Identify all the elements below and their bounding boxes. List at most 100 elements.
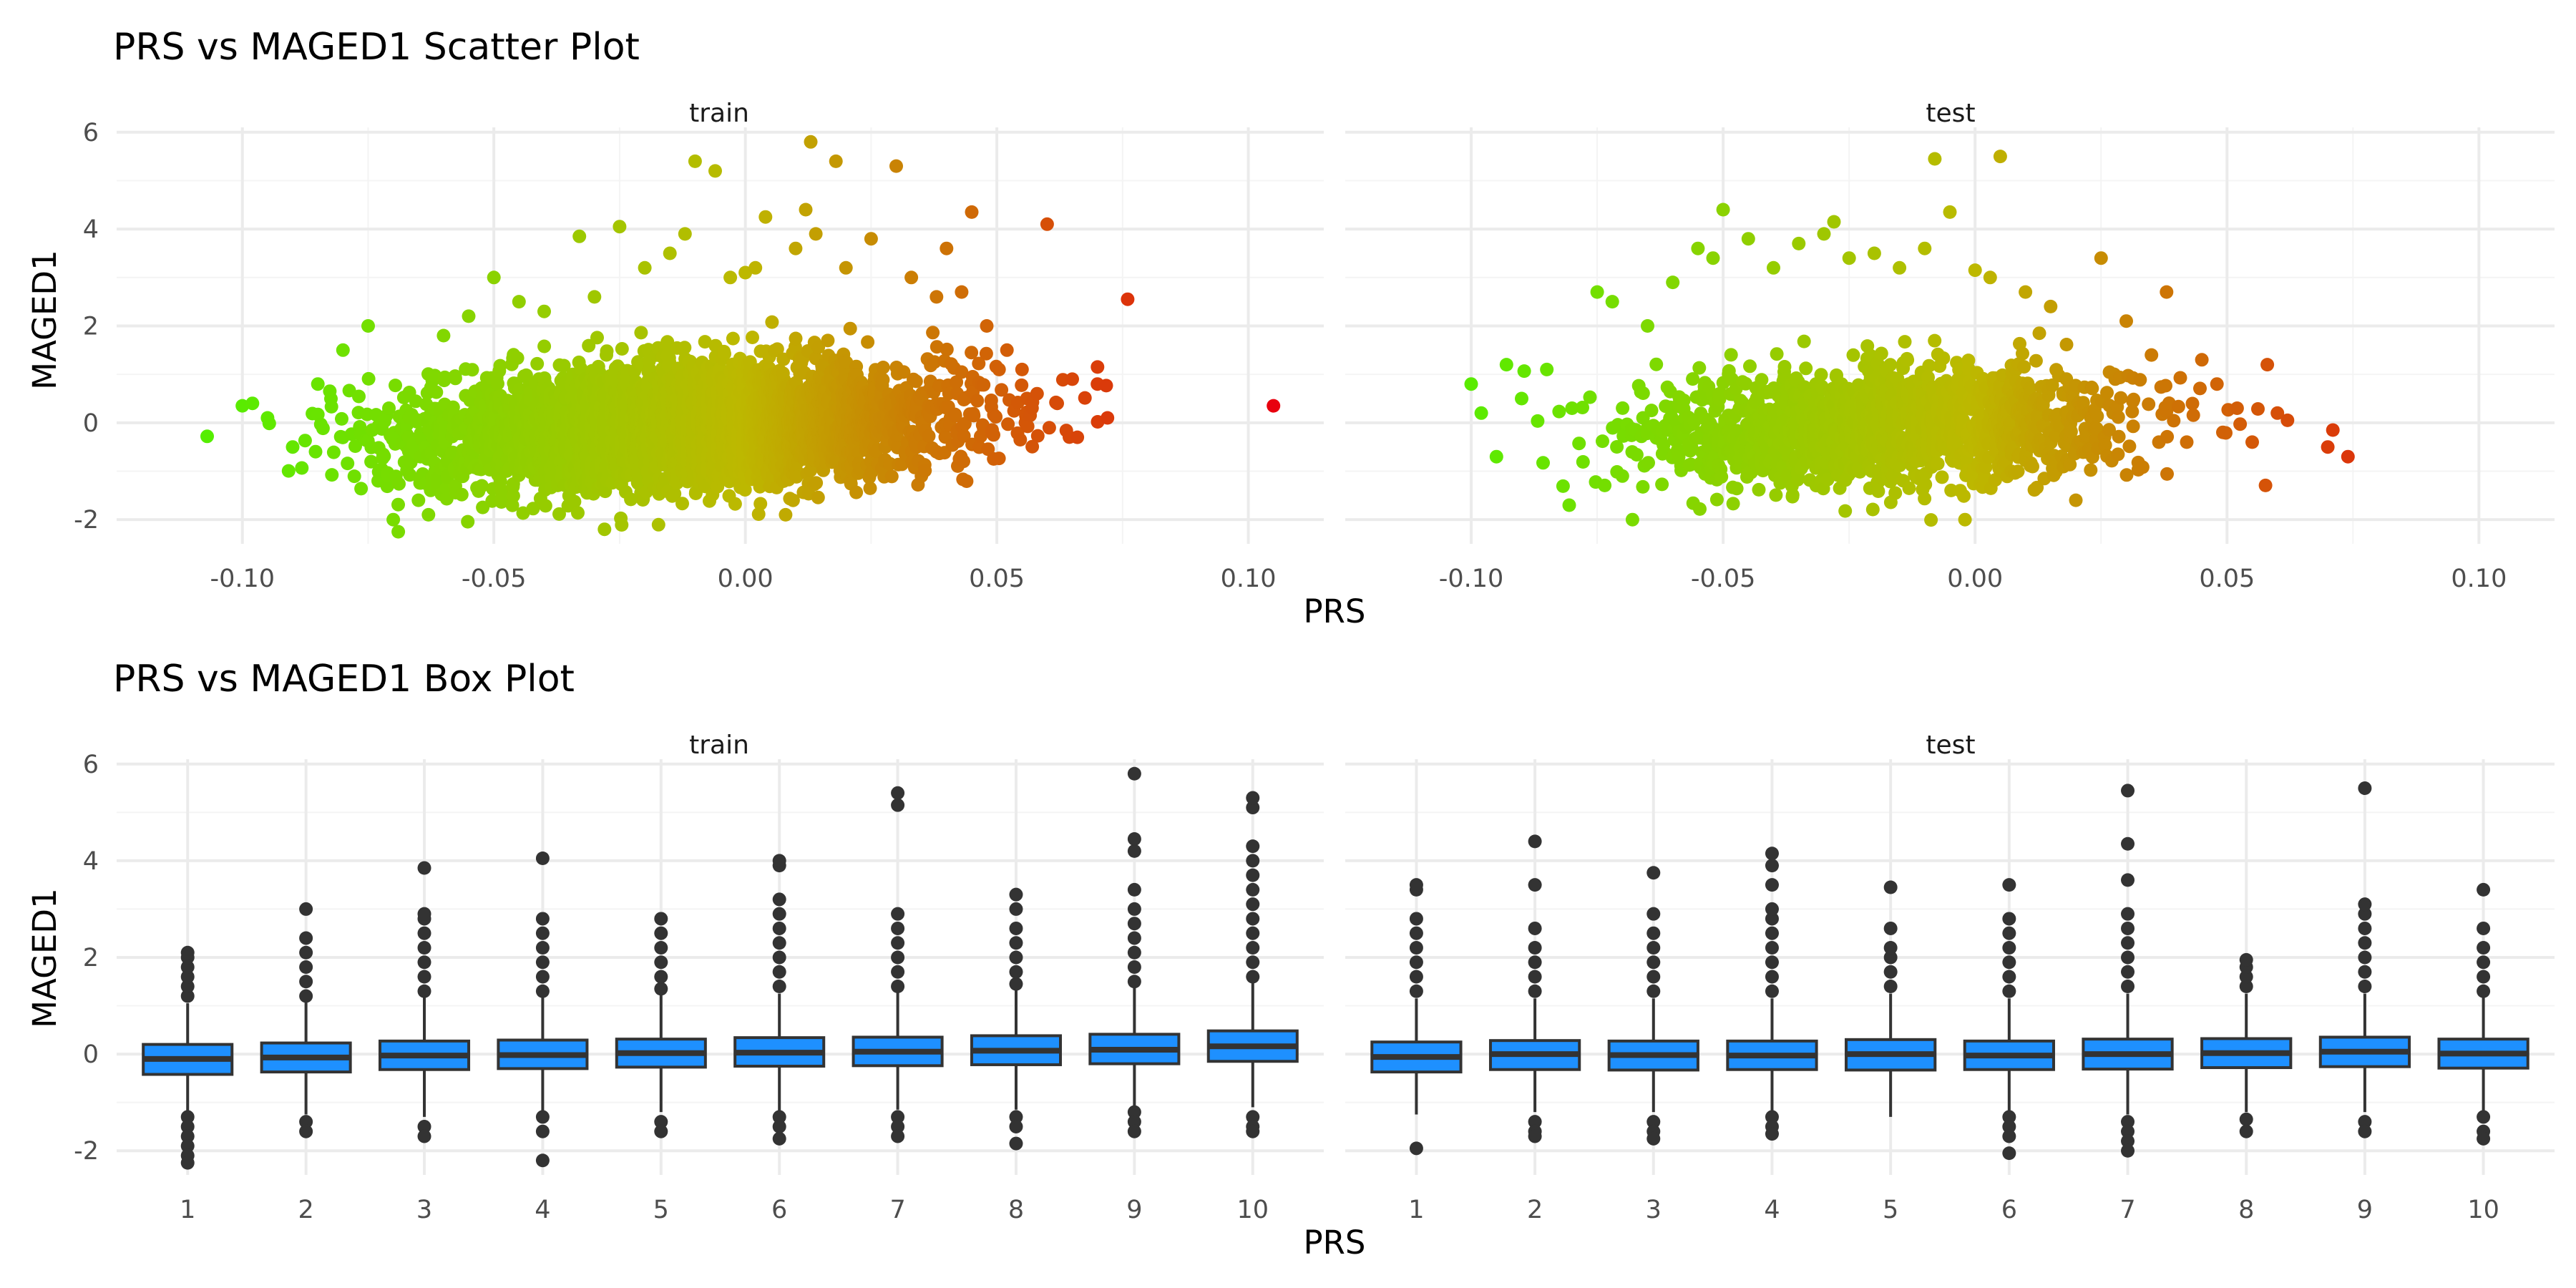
scatter-point xyxy=(1724,348,1738,362)
scatter-point xyxy=(311,377,325,391)
scatter-point xyxy=(382,401,396,415)
scatter-point xyxy=(1572,436,1586,451)
scatter-point xyxy=(1078,391,1092,405)
scatter-point xyxy=(651,517,665,532)
scatter-point xyxy=(1540,362,1554,376)
scatter-point xyxy=(1918,241,1932,255)
scatter-point xyxy=(663,246,677,260)
scatter-point xyxy=(403,468,417,482)
scatter-point xyxy=(1893,260,1907,275)
scatter-point xyxy=(571,506,585,520)
scatter-point xyxy=(1536,456,1550,470)
y-tick-label: -2 xyxy=(74,506,99,535)
scatter-point xyxy=(960,474,974,488)
scatter-point xyxy=(1636,386,1650,400)
scatter-point xyxy=(1552,404,1566,419)
x-tick-label: -0.05 xyxy=(462,565,527,593)
scatter-point xyxy=(1752,482,1766,497)
scatter-point xyxy=(864,232,878,246)
scatter-point xyxy=(587,290,602,304)
scatter-point xyxy=(965,205,979,219)
y-tick-label: 0 xyxy=(83,409,99,438)
scatter-point xyxy=(849,485,864,499)
y-tick-label: 2 xyxy=(83,312,99,341)
scatter-point xyxy=(572,229,587,243)
scatter-point xyxy=(1918,492,1932,506)
scatter-point xyxy=(389,379,402,393)
x-tick-label: -0.10 xyxy=(210,565,275,593)
scatter-point xyxy=(765,315,779,329)
scatter-point xyxy=(909,374,923,389)
scatter-point xyxy=(462,309,476,323)
scatter-point xyxy=(326,445,341,459)
scatter-point xyxy=(613,220,627,234)
scatter-point xyxy=(245,396,260,411)
scatter-point xyxy=(675,497,689,511)
panel-background xyxy=(1345,127,2555,544)
scatter-point xyxy=(926,326,940,340)
scatter-point xyxy=(1709,492,1724,507)
scatter-point xyxy=(506,489,520,503)
scatter-point xyxy=(324,399,338,414)
scatter-point xyxy=(821,333,835,348)
scatter-point xyxy=(1531,414,1545,428)
scatter-point xyxy=(1827,215,1841,229)
scatter-point xyxy=(748,260,763,275)
scatter-point xyxy=(436,328,451,343)
scatter-point xyxy=(1770,347,1784,361)
scatter-point xyxy=(634,326,648,340)
scatter-point xyxy=(1583,390,1597,404)
scatter-point xyxy=(615,518,629,532)
scatter-point xyxy=(429,385,444,399)
scatter-point xyxy=(746,331,759,344)
scatter-point xyxy=(970,394,985,408)
scatter-point xyxy=(1489,449,1503,464)
scatter-point xyxy=(638,260,652,275)
scatter-point xyxy=(1099,379,1113,393)
scatter-point xyxy=(728,497,742,511)
scatter-point xyxy=(1030,386,1044,401)
scatter-point xyxy=(889,159,903,173)
scatter-point xyxy=(348,439,362,453)
scatter-point xyxy=(904,270,919,285)
scatter-point xyxy=(1898,335,1912,349)
scatter-point xyxy=(495,488,509,502)
scatter-point xyxy=(1729,482,1744,496)
scatter-point xyxy=(526,502,540,516)
scatter-point xyxy=(1615,469,1629,483)
scatter-point xyxy=(940,241,954,255)
scatter-point xyxy=(1641,319,1654,333)
scatter-strip-train: train xyxy=(689,99,749,128)
scatter-point xyxy=(1797,334,1811,348)
scatter-point xyxy=(493,358,507,373)
scatter-point xyxy=(1666,275,1680,290)
scatter-point xyxy=(1785,488,1800,502)
scatter-point xyxy=(380,479,394,494)
scatter-point xyxy=(718,347,731,361)
scatter-point xyxy=(465,363,479,377)
scatter-point xyxy=(861,335,875,349)
scatter-point xyxy=(1777,360,1792,374)
scatter-point xyxy=(753,497,768,511)
scatter-point xyxy=(1726,497,1740,511)
scatter-point xyxy=(1517,364,1531,379)
scatter-point xyxy=(409,394,423,409)
scatter-point xyxy=(438,370,452,384)
scatter-point xyxy=(295,461,309,475)
scatter-point xyxy=(678,227,692,241)
scatter-point xyxy=(1838,504,1853,518)
scatter-title: PRS vs MAGED1 Scatter Plot xyxy=(113,26,640,69)
scatter-point xyxy=(1576,455,1590,469)
scatter-point xyxy=(1636,479,1650,494)
scatter-point xyxy=(1596,434,1609,449)
scatter-point xyxy=(624,492,638,507)
scatter-point xyxy=(1499,358,1513,372)
scatter-point xyxy=(1641,456,1655,470)
scatter-point xyxy=(829,154,843,168)
scatter-point xyxy=(347,469,361,484)
scatter-point xyxy=(597,522,612,537)
scatter-point xyxy=(979,346,993,361)
scatter-point xyxy=(758,210,773,224)
scatter-point xyxy=(992,452,1006,466)
scatter-point xyxy=(1598,478,1612,492)
